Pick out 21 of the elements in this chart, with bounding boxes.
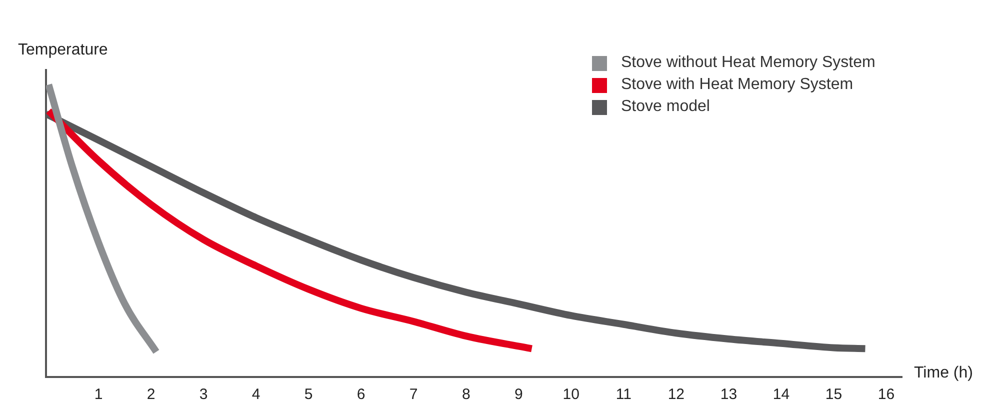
x-tick-label: 1 (94, 386, 103, 404)
x-tick-label: 13 (720, 386, 738, 404)
x-tick-label: 3 (199, 386, 208, 404)
legend-label: Stove model (621, 98, 710, 116)
x-tick-label: 16 (878, 386, 895, 404)
x-tick-label: 4 (252, 386, 260, 404)
x-tick-label: 11 (616, 386, 632, 404)
x-tick-label: 2 (146, 386, 156, 404)
x-tick-label: 15 (825, 386, 842, 404)
x-tick-label: 6 (356, 386, 366, 404)
x-tick-label: 8 (462, 386, 470, 404)
legend-label: Stove without Heat Memory System (621, 54, 876, 72)
x-tick-label: 7 (409, 386, 418, 404)
x-tick-label: 12 (668, 386, 685, 404)
x-tick-label: 5 (304, 386, 313, 404)
legend-label: Stove with Heat Memory System (621, 76, 854, 94)
x-axis-title: Time (h) (914, 364, 973, 382)
x-tick-label: 14 (772, 386, 790, 404)
x-tick-label: 10 (562, 386, 580, 404)
x-tick-label: 9 (514, 386, 523, 404)
y-axis-title: Temperature (18, 41, 108, 58)
